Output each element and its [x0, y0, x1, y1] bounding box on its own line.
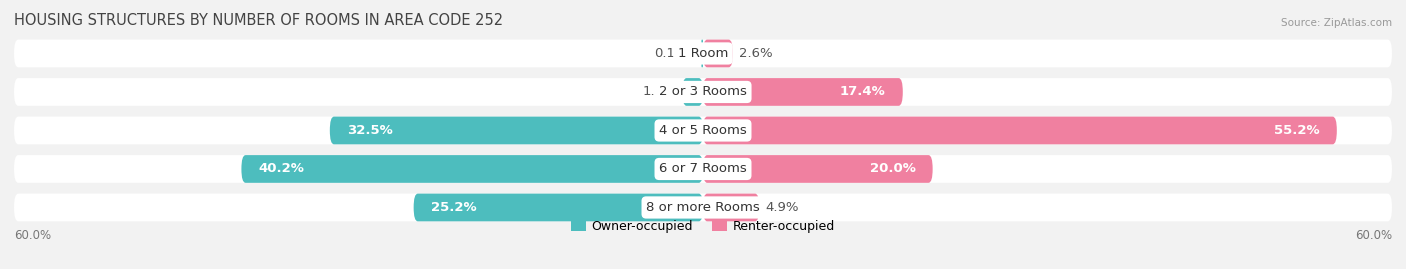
- Text: 17.4%: 17.4%: [839, 86, 886, 98]
- Text: 60.0%: 60.0%: [14, 229, 51, 242]
- FancyBboxPatch shape: [14, 116, 1392, 144]
- FancyBboxPatch shape: [702, 40, 703, 67]
- Text: HOUSING STRUCTURES BY NUMBER OF ROOMS IN AREA CODE 252: HOUSING STRUCTURES BY NUMBER OF ROOMS IN…: [14, 13, 503, 29]
- Text: 20.0%: 20.0%: [869, 162, 915, 175]
- FancyBboxPatch shape: [413, 194, 703, 221]
- FancyBboxPatch shape: [682, 78, 703, 106]
- FancyBboxPatch shape: [242, 155, 703, 183]
- Text: 4 or 5 Rooms: 4 or 5 Rooms: [659, 124, 747, 137]
- FancyBboxPatch shape: [703, 194, 759, 221]
- Text: 32.5%: 32.5%: [347, 124, 392, 137]
- Text: 2 or 3 Rooms: 2 or 3 Rooms: [659, 86, 747, 98]
- Text: Source: ZipAtlas.com: Source: ZipAtlas.com: [1281, 19, 1392, 29]
- Text: 25.2%: 25.2%: [430, 201, 477, 214]
- FancyBboxPatch shape: [703, 40, 733, 67]
- FancyBboxPatch shape: [330, 116, 703, 144]
- Text: 8 or more Rooms: 8 or more Rooms: [647, 201, 759, 214]
- Text: 0.14%: 0.14%: [654, 47, 696, 60]
- Text: 40.2%: 40.2%: [259, 162, 305, 175]
- Text: 1 Room: 1 Room: [678, 47, 728, 60]
- Legend: Owner-occupied, Renter-occupied: Owner-occupied, Renter-occupied: [565, 215, 841, 238]
- Text: 2.6%: 2.6%: [738, 47, 772, 60]
- Text: 1.8%: 1.8%: [643, 86, 676, 98]
- Text: 55.2%: 55.2%: [1274, 124, 1320, 137]
- Text: 4.9%: 4.9%: [765, 201, 799, 214]
- FancyBboxPatch shape: [703, 116, 1337, 144]
- FancyBboxPatch shape: [703, 78, 903, 106]
- Text: 60.0%: 60.0%: [1355, 229, 1392, 242]
- FancyBboxPatch shape: [14, 155, 1392, 183]
- FancyBboxPatch shape: [703, 155, 932, 183]
- Text: 6 or 7 Rooms: 6 or 7 Rooms: [659, 162, 747, 175]
- FancyBboxPatch shape: [14, 78, 1392, 106]
- FancyBboxPatch shape: [14, 40, 1392, 67]
- FancyBboxPatch shape: [14, 194, 1392, 221]
